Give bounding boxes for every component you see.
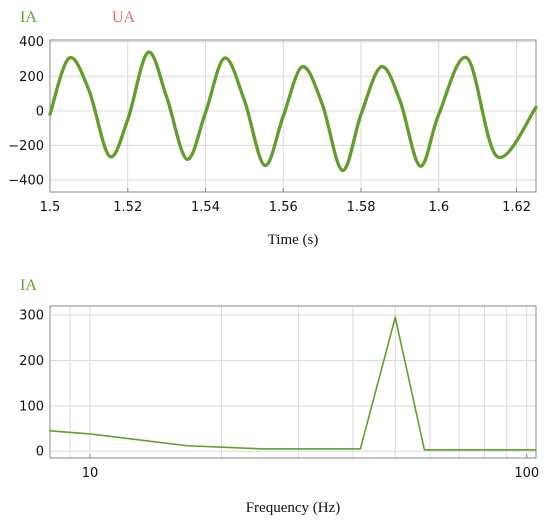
bot-x-tick-label: 100 [514,466,539,481]
top-series [48,50,538,173]
top-x-tick-label: 1.62 [502,200,531,215]
bot-x-tick-label: 10 [82,466,99,481]
top-x-tick-label: 1.5 [40,200,61,215]
bottom-y-ticks: 300 200 100 0 [19,309,44,460]
top-y-tick-label: 200 [19,70,44,85]
bottom-plot-frame [49,305,537,459]
bot-y-tick-label: 300 [19,309,44,324]
top-y-tick-label: 400 [19,35,44,50]
top-plot-frame [49,39,537,193]
x-axis-label-time: Time (s) [268,232,319,248]
top-gridlines [49,40,536,192]
top-y-tick-label: −400 [8,173,44,188]
bottom-gridlines [50,306,536,458]
legend-entry-ia-spectrum: IA [20,277,37,294]
bot-series-line-ia [49,316,537,451]
top-x-tick-label: 1.58 [347,200,376,215]
top-x-tick-label: 1.54 [191,200,220,215]
bot-y-tick-label: 200 [19,354,44,369]
bottom-x-ticks: 10 100 [82,454,539,481]
top-y-tick-label: −200 [8,139,44,154]
top-x-tick-label: 1.52 [113,200,142,215]
top-x-ticks: 1.5 1.52 1.54 1.56 1.58 1.6 1.62 [40,188,531,215]
bottom-series [49,316,537,451]
top-y-ticks: 400 200 0 −200 −400 [8,35,44,188]
top-series-line-ia [48,50,538,173]
frequency-spectrum-chart: 300 200 100 0 10 100 IA Frequency (Hz) [19,277,539,516]
legend-entry-ia: IA [20,9,37,26]
x-axis-label-frequency: Frequency (Hz) [246,500,341,516]
bot-y-tick-label: 100 [19,399,44,414]
top-y-tick-label: 0 [36,104,44,119]
top-x-tick-label: 1.6 [428,200,449,215]
top-x-tick-label: 1.56 [269,200,298,215]
bot-y-tick-label: 0 [36,445,44,460]
legend-entry-ua: UA [112,9,136,26]
